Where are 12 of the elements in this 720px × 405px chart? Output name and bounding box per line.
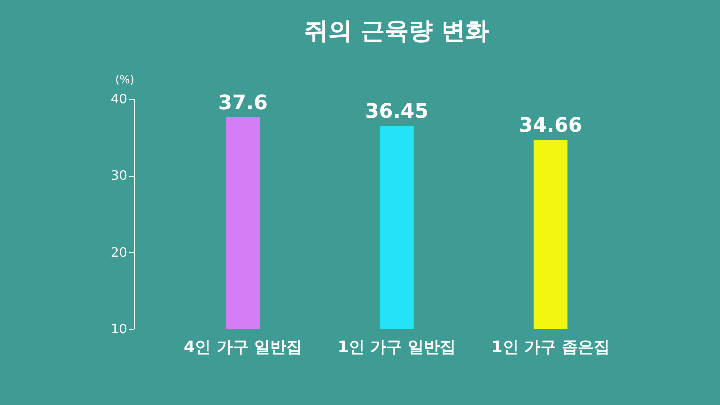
y-axis-title: (%) bbox=[115, 74, 134, 86]
chart-title: 쥐의 근육량 변화 bbox=[304, 17, 490, 45]
x-tick-label: 4인 가구 일반집 bbox=[184, 338, 302, 356]
x-tick-label: 1인 가구 좁은집 bbox=[492, 338, 610, 356]
y-tick-label: 20 bbox=[110, 246, 128, 261]
data-label: 34.66 bbox=[519, 112, 582, 137]
x-tick-label: 1인 가구 일반집 bbox=[338, 338, 456, 356]
y-tick-label: 30 bbox=[110, 169, 128, 184]
y-tick-label: 10 bbox=[110, 322, 128, 338]
data-label: 37.6 bbox=[218, 90, 268, 114]
data-label: 36.45 bbox=[365, 99, 429, 124]
y-tick-label: 40 bbox=[110, 92, 128, 108]
